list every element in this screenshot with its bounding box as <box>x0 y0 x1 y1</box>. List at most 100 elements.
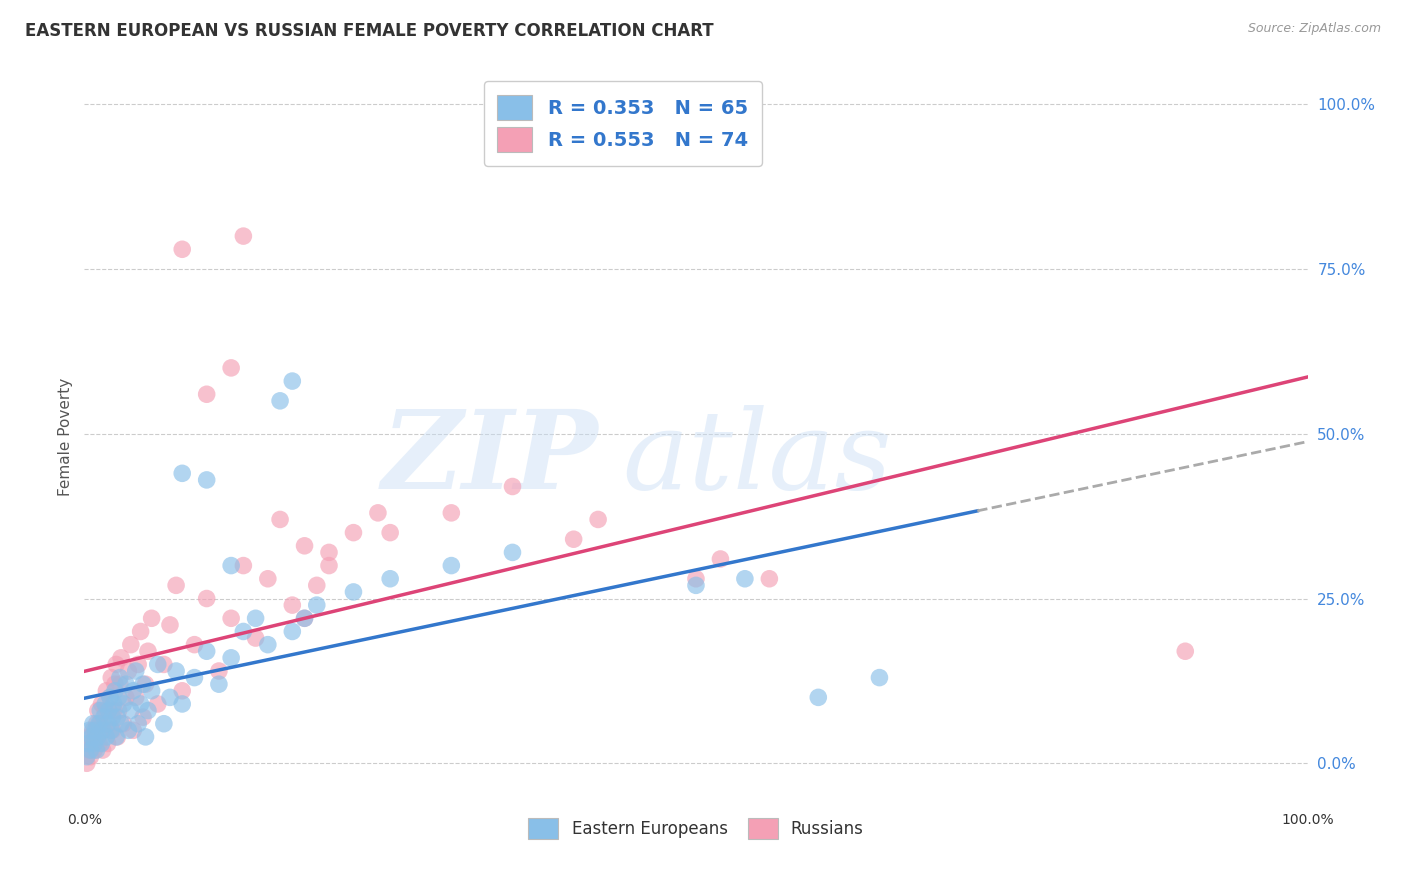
Point <box>80 737 103 751</box>
Point <box>87 704 110 718</box>
Point <box>125 664 148 678</box>
Point <box>86 743 108 757</box>
Point <box>172 697 194 711</box>
Point <box>208 677 231 691</box>
Point <box>82 723 104 738</box>
Point <box>135 730 157 744</box>
Point <box>165 578 187 592</box>
Point <box>127 716 149 731</box>
Point <box>83 743 105 757</box>
Point <box>502 545 524 559</box>
Point <box>245 631 267 645</box>
Point <box>219 650 242 665</box>
Point <box>232 624 254 639</box>
Point <box>208 664 231 678</box>
Point <box>107 704 129 718</box>
Point <box>91 743 114 757</box>
Text: atlas: atlas <box>623 405 893 513</box>
Point <box>94 704 117 718</box>
Point <box>318 545 340 559</box>
Point <box>108 677 131 691</box>
Point <box>104 677 127 691</box>
Point <box>165 664 187 678</box>
Point <box>80 730 103 744</box>
Point <box>172 242 194 256</box>
Point <box>141 611 163 625</box>
Point <box>257 638 280 652</box>
Point <box>195 473 218 487</box>
Point <box>79 743 101 757</box>
Point <box>367 506 389 520</box>
Point <box>110 716 132 731</box>
Point <box>86 716 108 731</box>
Point <box>105 710 128 724</box>
Point <box>342 585 364 599</box>
Point <box>294 539 316 553</box>
Point <box>132 677 155 691</box>
Point <box>89 704 111 718</box>
Point <box>77 730 100 744</box>
Point <box>758 572 780 586</box>
Point <box>195 591 218 606</box>
Point <box>159 618 181 632</box>
Point <box>112 716 135 731</box>
Point <box>281 598 304 612</box>
Text: ZIP: ZIP <box>381 405 598 513</box>
Point <box>93 710 115 724</box>
Point <box>141 683 163 698</box>
Point <box>807 690 830 705</box>
Point <box>96 730 118 744</box>
Point <box>87 716 110 731</box>
Point <box>132 710 155 724</box>
Point <box>104 683 127 698</box>
Point <box>93 723 115 738</box>
Point <box>281 374 304 388</box>
Point <box>136 704 159 718</box>
Legend: Eastern Europeans, Russians: Eastern Europeans, Russians <box>522 811 870 846</box>
Point <box>87 737 110 751</box>
Text: Source: ZipAtlas.com: Source: ZipAtlas.com <box>1247 22 1381 36</box>
Point <box>129 697 152 711</box>
Point <box>115 690 138 705</box>
Point <box>269 393 291 408</box>
Point <box>100 671 122 685</box>
Point <box>97 737 120 751</box>
Point <box>1174 644 1197 658</box>
Point <box>98 690 121 705</box>
Point <box>87 730 110 744</box>
Point <box>122 723 145 738</box>
Point <box>195 644 218 658</box>
Point <box>97 704 120 718</box>
Point <box>112 697 135 711</box>
Point <box>294 611 316 625</box>
Point <box>115 677 138 691</box>
Point <box>84 730 107 744</box>
Point <box>105 730 128 744</box>
Point <box>122 683 145 698</box>
Point <box>77 723 100 738</box>
Point <box>342 525 364 540</box>
Point <box>269 512 291 526</box>
Point <box>709 552 731 566</box>
Point <box>90 737 112 751</box>
Point <box>96 683 118 698</box>
Point <box>117 664 139 678</box>
Point <box>105 730 128 744</box>
Point <box>502 479 524 493</box>
Point <box>305 578 328 592</box>
Point <box>89 716 111 731</box>
Point <box>103 704 125 718</box>
Point <box>98 690 121 705</box>
Point <box>440 506 463 520</box>
Point <box>232 558 254 573</box>
Point <box>79 749 101 764</box>
Point <box>685 572 707 586</box>
Point <box>380 572 402 586</box>
Point <box>219 558 242 573</box>
Point <box>94 697 117 711</box>
Point <box>257 572 280 586</box>
Point <box>77 743 100 757</box>
Point <box>129 624 152 639</box>
Point <box>153 657 176 672</box>
Point <box>195 387 218 401</box>
